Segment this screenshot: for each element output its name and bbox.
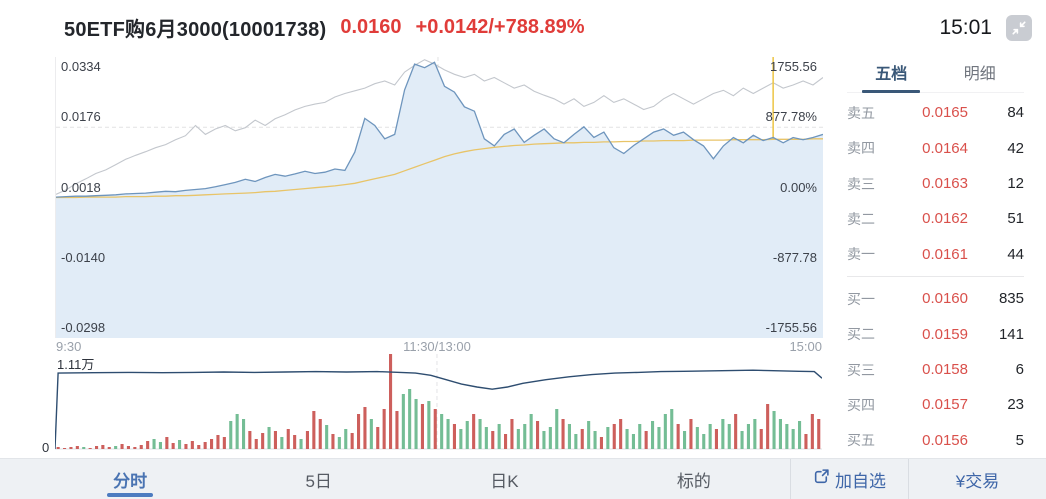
add-watchlist-icon: [813, 468, 830, 490]
collapse-icon[interactable]: [1006, 14, 1032, 41]
tab-intraday[interactable]: 分时: [113, 459, 147, 499]
chart-column: 0.0334 0.0176 0.0018 -0.0140 -0.0298 1755.56 8…: [0, 55, 835, 458]
bid-row-prc: 0.0158: [922, 361, 968, 379]
bid-row-prc: 0.0159: [922, 325, 968, 343]
tab-underlying[interactable]: 标的: [676, 471, 711, 491]
bid-row-lbl: 买三: [847, 361, 875, 378]
price-change: +0.0142/+788.89%: [415, 16, 585, 38]
ask-row-qty: 42: [1007, 139, 1024, 157]
ask-row[interactable]: 卖二 0.0162 51: [847, 201, 1024, 236]
ask-row-qty: 51: [1007, 210, 1024, 228]
ask-row-lbl: 卖四: [847, 140, 875, 157]
tick-close: 15:00: [789, 339, 822, 354]
bid-row-lbl: 买五: [847, 432, 875, 449]
ask-row-prc: 0.0162: [922, 210, 968, 228]
ask-row-prc: 0.0165: [922, 104, 968, 122]
bid-row-qty: 141: [998, 325, 1024, 343]
bid-row[interactable]: 买四 0.0157 23: [847, 387, 1024, 422]
volume-chart[interactable]: 1.11万 0: [42, 354, 822, 455]
ask-row-prc: 0.0161: [922, 245, 968, 263]
bid-row-qty: 835: [998, 290, 1024, 308]
ask-row-lbl: 卖五: [847, 104, 875, 121]
add-watchlist-label: 加自选: [835, 471, 886, 491]
trade-button[interactable]: ¥交易: [908, 459, 1046, 499]
bid-row-prc: 0.0160: [922, 290, 968, 308]
ask-row-qty: 44: [1007, 245, 1024, 263]
tab-details[interactable]: 明细: [963, 66, 996, 83]
volume-zero-label: 0: [42, 440, 50, 455]
ask-row-qty: 84: [1007, 104, 1024, 122]
order-book-tabs: 五档 明细: [847, 59, 1024, 93]
add-watchlist-button[interactable]: 加自选: [790, 459, 908, 499]
ask-row-lbl: 卖三: [847, 175, 875, 192]
bid-row[interactable]: 买五 0.0156 5: [847, 423, 1024, 458]
content-row: 0.0334 0.0176 0.0018 -0.0140 -0.0298 1755.56 8…: [0, 55, 1046, 458]
bid-row[interactable]: 买三 0.0158 6: [847, 352, 1024, 387]
tick-open: 9:30: [56, 339, 82, 354]
trade-label: ¥交易: [955, 471, 1000, 491]
tab-five-levels[interactable]: 五档: [847, 59, 936, 92]
bid-row-qty: 5: [1015, 431, 1024, 449]
chart-period-tabs: 分时 5日 日K 标的: [0, 459, 790, 499]
intraday-chart[interactable]: 0.0334 0.0176 0.0018 -0.0140 -0.0298 1755.56 8…: [55, 57, 823, 338]
ask-row[interactable]: 卖四 0.0164 42: [847, 130, 1024, 165]
bid-row-prc: 0.0156: [922, 431, 968, 449]
ask-row[interactable]: 卖五 0.0165 84: [847, 95, 1024, 130]
volume-max-label: 1.11万: [57, 357, 95, 372]
last-price: 0.0160: [340, 16, 402, 38]
bid-row-qty: 6: [1015, 361, 1024, 379]
bid-row-prc: 0.0157: [922, 396, 968, 414]
ask-row-prc: 0.0163: [922, 175, 968, 193]
book-divider: [847, 276, 1024, 277]
header: 50ETF购6月3000(10001738) 0.0160 +0.0142/+7…: [0, 0, 1046, 55]
bid-row-qty: 23: [1007, 396, 1024, 414]
tab-5day[interactable]: 5日: [305, 471, 332, 491]
bid-row[interactable]: 买一 0.0160 835: [847, 281, 1024, 316]
tab-daily-k[interactable]: 日K: [490, 471, 519, 491]
bid-row-lbl: 买二: [847, 326, 875, 343]
bid-rows: 买一 0.0160 835 买二 0.0159 141 买三 0.0158 6 买四 0.0157 2…: [847, 281, 1024, 458]
bid-row-lbl: 买一: [847, 290, 875, 307]
ask-row-lbl: 卖二: [847, 210, 875, 227]
bid-row-lbl: 买四: [847, 396, 875, 413]
clock: 15:01: [939, 15, 992, 39]
time-axis: 9:30 11:30/13:00 15:00: [55, 338, 822, 354]
tick-noon: 11:30/13:00: [403, 339, 471, 354]
ask-row[interactable]: 卖一 0.0161 44: [847, 237, 1024, 272]
bottom-bar: 分时 5日 日K 标的 加自选 ¥交易: [0, 458, 1046, 499]
ask-row[interactable]: 卖三 0.0163 12: [847, 166, 1024, 201]
ask-rows: 卖五 0.0165 84 卖四 0.0164 42 卖三 0.0163 12 卖二 0.0162 51…: [847, 95, 1024, 272]
ask-row-qty: 12: [1007, 175, 1024, 193]
ask-row-lbl: 卖一: [847, 246, 875, 263]
bid-row[interactable]: 买二 0.0159 141: [847, 316, 1024, 351]
instrument-title: 50ETF购6月3000(10001738): [64, 19, 327, 41]
order-book-panel: 五档 明细 卖五 0.0165 84 卖四 0.0164 42 卖三 0.0163 12 卖二 0.…: [835, 55, 1046, 458]
ask-row-prc: 0.0164: [922, 139, 968, 157]
